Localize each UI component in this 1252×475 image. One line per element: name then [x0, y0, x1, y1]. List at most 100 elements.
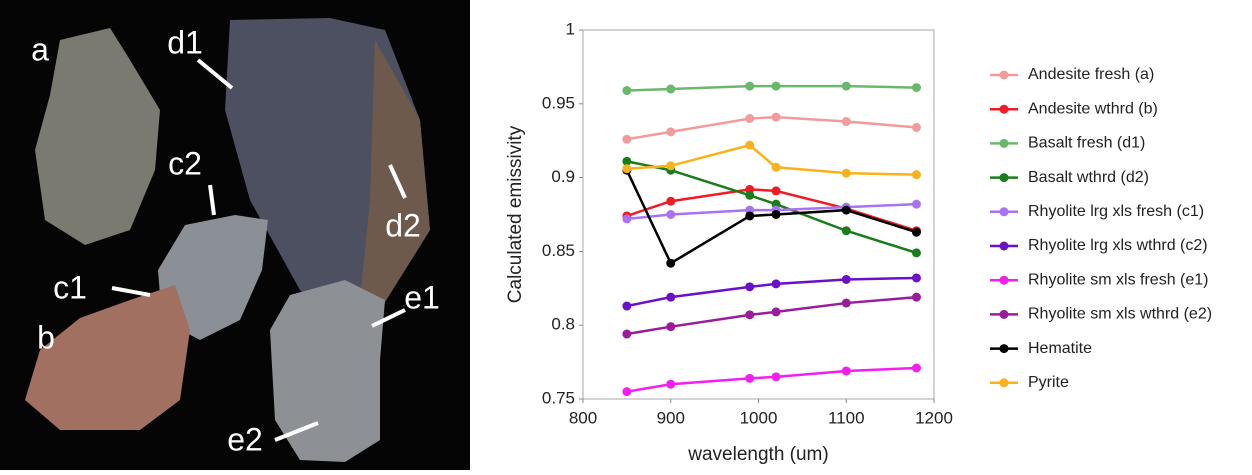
- rock-c: [158, 215, 268, 340]
- data-point: [666, 161, 676, 171]
- legend-label: Rhyolite lrg xls fresh (c1): [1028, 203, 1204, 220]
- data-point: [666, 322, 676, 332]
- y-tick-label: 0.85: [542, 241, 575, 260]
- data-point: [911, 227, 921, 237]
- data-point: [771, 81, 781, 91]
- legend-label: Pyrite: [1028, 374, 1069, 391]
- legend-label: Hematite: [1028, 340, 1092, 357]
- photo-label: d1: [167, 24, 203, 60]
- photo-label: c2: [168, 145, 202, 181]
- data-point: [911, 248, 921, 258]
- legend-label: Rhyolite lrg xls wthrd (c2): [1028, 237, 1208, 254]
- y-tick-label: 0.75: [542, 388, 575, 407]
- data-point: [622, 329, 632, 339]
- data-point: [771, 210, 781, 219]
- photo-label: b: [37, 319, 55, 355]
- photo-arrows: [111, 58, 407, 442]
- y-tick-label: 0.95: [542, 93, 575, 112]
- photo-label: c1: [53, 269, 87, 305]
- photo-label: e1: [404, 279, 440, 315]
- photo-label: a: [31, 31, 49, 67]
- data-point: [841, 226, 851, 236]
- legend-marker: [999, 138, 1009, 148]
- y-tick-label: 0.9: [551, 167, 575, 186]
- legend-label: Andesite fresh (a): [1028, 66, 1154, 83]
- data-point: [745, 140, 755, 150]
- legend-marker: [999, 309, 1009, 319]
- data-point: [666, 258, 676, 268]
- legend-marker: [999, 378, 1009, 388]
- data-point: [666, 127, 676, 137]
- x-tick-label: 900: [657, 408, 685, 427]
- y-tick-label: 0.8: [551, 315, 575, 334]
- data-point: [745, 373, 755, 383]
- data-point: [841, 168, 851, 178]
- legend-marker: [999, 207, 1009, 217]
- data-point: [666, 196, 676, 206]
- series-line: [626, 160, 917, 255]
- data-point: [841, 205, 851, 215]
- data-point: [911, 273, 921, 283]
- x-tick-label: 800: [569, 408, 597, 427]
- data-point: [771, 162, 781, 172]
- photo: [0, 0, 470, 470]
- x-tick-label: 1100: [828, 408, 865, 427]
- series-line: [626, 202, 917, 221]
- data-point: [622, 86, 632, 96]
- data-point: [622, 134, 632, 144]
- data-point: [911, 363, 921, 373]
- data-point: [666, 84, 676, 94]
- data-point: [911, 122, 921, 132]
- data-point: [622, 387, 632, 397]
- data-point: [622, 156, 632, 166]
- legend-label: Rhyolite sm xls wthrd (e2): [1028, 306, 1212, 323]
- series-line: [626, 366, 917, 393]
- series-line: [626, 276, 917, 308]
- x-axis-title: wavelength (um): [687, 444, 828, 465]
- data-point: [622, 164, 632, 174]
- data-point: [666, 210, 676, 219]
- data-point: [745, 81, 755, 91]
- series-line: [626, 295, 917, 336]
- data-point: [745, 211, 755, 221]
- data-point: [841, 81, 851, 91]
- legend-label: Basalt wthrd (d2): [1028, 169, 1149, 186]
- data-point: [622, 301, 632, 311]
- data-point: [841, 274, 851, 284]
- legend-label: Andesite wthrd (b): [1028, 100, 1158, 117]
- data-point: [745, 310, 755, 320]
- data-point: [666, 292, 676, 302]
- rock-a: [35, 28, 160, 245]
- legend-marker: [999, 104, 1009, 114]
- legend-marker: [999, 70, 1009, 80]
- data-point: [911, 292, 921, 302]
- series-line: [626, 115, 917, 141]
- x-tick-label: 1000: [740, 408, 778, 427]
- data-point: [771, 372, 781, 382]
- data-point: [911, 170, 921, 180]
- series-line: [626, 188, 917, 232]
- legend-marker: [999, 173, 1009, 183]
- legend-label: Rhyolite sm xls fresh (e1): [1028, 271, 1209, 288]
- rock-e: [270, 280, 385, 462]
- photo-label: d2: [385, 207, 421, 243]
- data-point: [771, 279, 781, 289]
- legend-marker: [999, 344, 1009, 354]
- data-point: [666, 379, 676, 389]
- legend-label: Basalt fresh (d1): [1028, 135, 1145, 152]
- series-line: [626, 143, 917, 176]
- data-point: [771, 186, 781, 196]
- data-point: [911, 83, 921, 93]
- data-point: [745, 114, 755, 124]
- data-point: [622, 214, 632, 224]
- legend-marker: [999, 241, 1009, 251]
- y-tick-label: 1: [566, 19, 575, 38]
- data-point: [745, 282, 755, 292]
- x-tick-label: 1200: [915, 408, 953, 427]
- data-point: [841, 366, 851, 376]
- y-axis-title: Calculated emissivity: [505, 125, 526, 303]
- data-point: [771, 307, 781, 317]
- photo-label: e2: [227, 421, 263, 457]
